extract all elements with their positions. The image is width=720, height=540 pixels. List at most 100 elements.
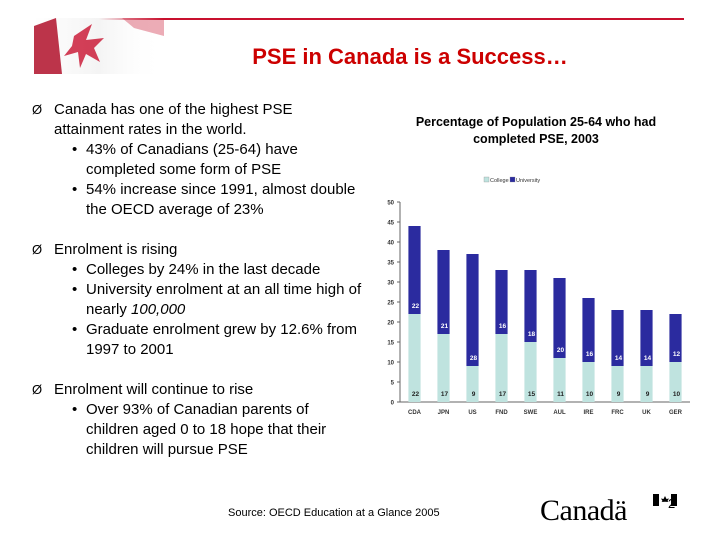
sub-bullet-text: Over 93% of Canadian parents of children…: [86, 401, 327, 458]
x-tick-label: CDA: [408, 410, 422, 416]
chart-svg: 0 5 10 15 20 25 30 35 40 45 50 College University 22 2…: [387, 176, 690, 416]
legend-label: College: [490, 178, 509, 184]
y-tick-label: 25: [387, 301, 394, 307]
sub-bullet-text: Graduate enrolment grew by 12.6% from 19…: [86, 321, 357, 358]
bullet-continue: Ø Enrolment will continue to rise: [32, 380, 362, 400]
sub-bullet: • 43% of Canadians (25-64) have complete…: [32, 140, 362, 180]
canada-flag-graphic: [34, 18, 164, 74]
data-label: 9: [646, 391, 650, 398]
chart-title: Percentage of Population 25-64 who had c…: [415, 115, 657, 146]
data-label: 11: [557, 391, 564, 398]
data-label: 12: [673, 351, 681, 358]
slide-title: PSE in Canada is a Success…: [252, 44, 568, 69]
bar-university-uk: [640, 310, 653, 366]
bullet-enrolment: Ø Enrolment is rising: [32, 240, 362, 260]
wordmark-text: Canadä: [540, 494, 627, 527]
sub-bullet-text: 54% increase since 1991, almost double t…: [86, 181, 356, 218]
bar-university-jpn: [437, 250, 450, 334]
bar-university-fnd: [495, 270, 508, 334]
y-tick-label: 35: [387, 261, 394, 267]
legend-swatch: [509, 176, 516, 183]
sub-bullet-text: 43% of Canadians (25-64) have completed …: [86, 141, 298, 178]
source-note: Source: OECD Education at a Glance 2005: [228, 507, 440, 519]
x-tick-label: FRC: [611, 410, 624, 416]
dot-bullet-icon: •: [72, 321, 78, 338]
data-label: 10: [673, 391, 681, 398]
x-tick-label: UK: [642, 410, 651, 416]
sub-bullet-text: University enrolment at an all time high…: [86, 281, 362, 318]
data-label: 16: [586, 351, 594, 358]
bullet-text: Enrolment will continue to rise: [54, 381, 254, 398]
data-label: 17: [499, 391, 507, 398]
sub-bullet: • Graduate enrolment grew by 12.6% from …: [32, 320, 362, 360]
data-label: 21: [441, 323, 449, 330]
y-tick-label: 15: [387, 341, 394, 347]
sub-bullet: • 54% increase since 1991, almost double…: [32, 180, 362, 220]
x-tick-label: GER: [669, 410, 683, 416]
bar-college-cda: [408, 314, 421, 402]
data-label: 17: [441, 391, 449, 398]
sub-bullet-italic: 100,000: [131, 301, 186, 318]
arrow-bullet-icon: Ø: [32, 102, 43, 117]
x-tick-label: AUL: [553, 410, 566, 416]
y-tick-label: 20: [387, 321, 394, 327]
bar-college-ire: [582, 362, 595, 402]
bar-university-frc: [611, 310, 624, 366]
dot-bullet-icon: •: [72, 401, 78, 418]
data-label: 14: [615, 355, 623, 362]
bar-university-ger: [669, 314, 682, 362]
bar-university-swe: [524, 270, 537, 342]
bullet-text: Canada has one of the highest PSE attain…: [54, 101, 293, 138]
bar-college-us: [466, 366, 479, 402]
data-label: 22: [412, 391, 420, 398]
bar-university-us: [466, 254, 479, 366]
data-label: 10: [586, 391, 594, 398]
data-label: 28: [470, 355, 478, 362]
mini-flag-icon: [653, 494, 677, 506]
legend-swatch: [483, 176, 490, 183]
arrow-bullet-icon: Ø: [32, 382, 43, 397]
x-tick-label: JPN: [438, 410, 450, 416]
y-tick-label: 40: [387, 241, 394, 247]
bar-college-frc: [611, 366, 624, 402]
stacked-bar-chart: 0 5 10 15 20 25 30 35 40 45 50 College University 22 2…: [364, 170, 694, 430]
x-tick-label: US: [468, 410, 476, 416]
bullet-list: Ø Canada has one of the highest PSE atta…: [32, 100, 362, 460]
data-label: 14: [644, 355, 652, 362]
y-tick-label: 5: [391, 381, 395, 387]
title-rule: [68, 18, 684, 20]
y-tick-label: 0: [391, 401, 395, 407]
bar-college-uk: [640, 366, 653, 402]
y-tick-label: 45: [387, 221, 394, 227]
sub-bullet-text: Colleges by 24% in the last decade: [86, 261, 321, 278]
data-label: 22: [412, 303, 420, 310]
bar-college-ger: [669, 362, 682, 402]
bar-college-fnd: [495, 334, 508, 402]
sub-bullet: • University enrolment at an all time hi…: [32, 280, 362, 320]
arrow-bullet-icon: Ø: [32, 242, 43, 257]
dot-bullet-icon: •: [72, 141, 78, 158]
dot-bullet-icon: •: [72, 281, 78, 298]
y-tick-label: 10: [387, 361, 394, 367]
data-label: 15: [528, 391, 536, 398]
bar-college-jpn: [437, 334, 450, 402]
legend-label: University: [516, 178, 540, 184]
sub-bullet: • Over 93% of Canadian parents of childr…: [32, 400, 362, 460]
x-tick-label: IRE: [583, 410, 593, 416]
y-tick-label: 50: [387, 201, 394, 207]
sub-bullet: • Colleges by 24% in the last decade: [32, 260, 362, 280]
bar-college-aul: [553, 358, 566, 402]
dot-bullet-icon: •: [72, 261, 78, 278]
x-tick-label: SWE: [524, 410, 538, 416]
x-tick-label: FND: [495, 410, 508, 416]
bar-college-swe: [524, 342, 537, 402]
bullet-text: Enrolment is rising: [54, 241, 178, 258]
data-label: 9: [617, 391, 621, 398]
bar-university-cda: [408, 226, 421, 314]
bullet-attainment: Ø Canada has one of the highest PSE atta…: [32, 100, 362, 140]
data-label: 9: [472, 391, 476, 398]
bar-university-aul: [553, 278, 566, 358]
data-label: 20: [557, 347, 565, 354]
page-number: 2: [668, 496, 676, 511]
dot-bullet-icon: •: [72, 181, 78, 198]
